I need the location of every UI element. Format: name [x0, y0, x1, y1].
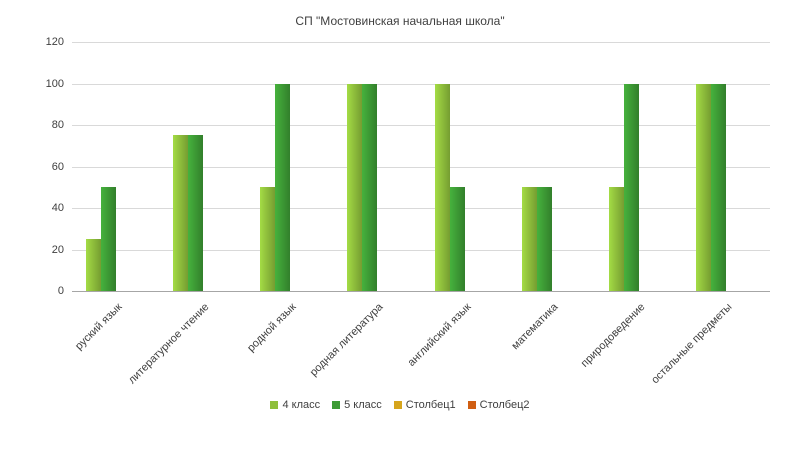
- bar: [260, 187, 276, 291]
- bar: [696, 83, 712, 291]
- legend-item: 5 класс: [332, 399, 382, 411]
- y-axis-tick-label: 40: [51, 202, 64, 214]
- legend-label: Столбец2: [479, 399, 530, 411]
- y-axis-tick-label: 20: [51, 243, 64, 256]
- plot-area: 0 20 40 60 80 100 120 руский язык литературное ч…: [46, 36, 770, 386]
- bar: [275, 83, 291, 291]
- chart-title: СП "Мостовинская начальная школа": [295, 14, 505, 28]
- bar: [521, 187, 537, 291]
- legend-label: Столбец1: [405, 399, 456, 411]
- bar: [172, 135, 188, 291]
- gridline: [72, 166, 770, 168]
- legend-swatch: [467, 401, 476, 409]
- gridline: [72, 249, 770, 251]
- legend-item: Столбец1: [393, 399, 456, 411]
- y-axis-tick-label: 0: [57, 285, 64, 297]
- legend-swatch: [393, 401, 402, 409]
- bar: [100, 187, 116, 291]
- bar: [362, 83, 378, 291]
- legend-swatch: [270, 401, 279, 409]
- bar: [449, 187, 465, 291]
- gridline: [72, 125, 770, 126]
- y-axis-tick-label: 80: [51, 119, 64, 131]
- bar: [609, 187, 625, 291]
- y-axis-tick-label: 60: [51, 160, 64, 173]
- legend-label: 4 класс: [282, 399, 321, 411]
- bar: [711, 83, 727, 291]
- bar: [187, 135, 203, 291]
- gridline: [72, 83, 770, 85]
- legend-item: 4 класс: [270, 399, 320, 411]
- bar: [624, 83, 640, 291]
- bar: [85, 239, 101, 291]
- gridline: [72, 208, 770, 209]
- gridline: [72, 42, 770, 43]
- bar: [536, 187, 552, 291]
- legend-swatch: [332, 401, 341, 409]
- legend-label: 5 класс: [344, 399, 382, 411]
- legend-item: Столбец2: [467, 399, 530, 411]
- bar: [434, 83, 450, 291]
- bar: [347, 83, 363, 291]
- y-axis-tick-label: 100: [45, 77, 64, 90]
- legend: 4 класс 5 класс Столбец1 Столбец2: [0, 399, 800, 411]
- y-axis-tick-label: 120: [45, 36, 64, 48]
